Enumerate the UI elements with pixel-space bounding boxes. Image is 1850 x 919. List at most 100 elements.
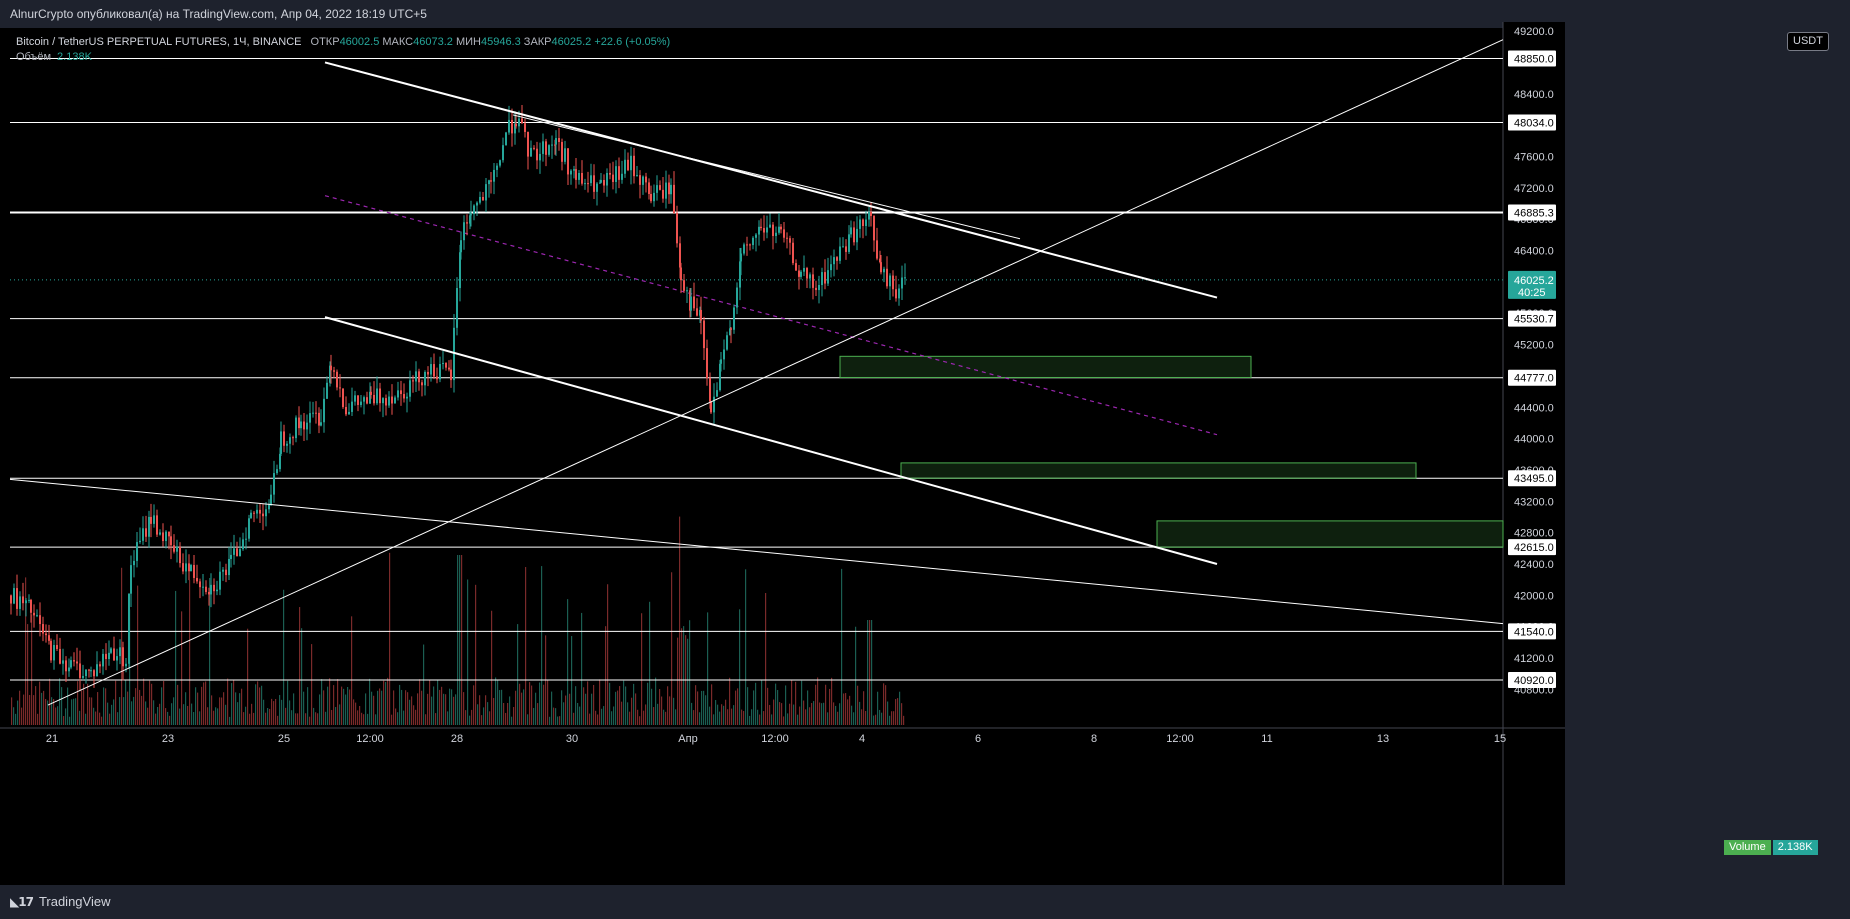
candle-body xyxy=(505,132,507,146)
volume-bar xyxy=(521,692,523,725)
volume-bar xyxy=(607,584,609,725)
volume-bar xyxy=(241,688,243,725)
candle-body xyxy=(10,595,12,604)
tradingview-logo[interactable]: ◣17 TradingView xyxy=(10,894,110,909)
currency-badge[interactable]: USDT xyxy=(1787,32,1829,51)
volume-bar xyxy=(509,696,511,725)
volume-bar xyxy=(793,704,795,725)
volume-bar xyxy=(357,710,359,725)
volume-bar xyxy=(197,692,199,725)
candle-body xyxy=(739,261,741,288)
candle-body xyxy=(113,648,115,661)
candle-body xyxy=(366,397,368,404)
volume-bar xyxy=(441,686,443,725)
candle-body xyxy=(679,243,681,268)
volume-bar xyxy=(309,716,311,725)
close-value: 46025.2 xyxy=(551,36,592,48)
top-bar: AlnurCrypto опубликовал(а) на TradingVie… xyxy=(0,0,1850,28)
volume-bar xyxy=(415,709,417,725)
candle-body xyxy=(315,412,317,414)
candle-body xyxy=(803,268,805,272)
candle-body xyxy=(342,388,344,408)
candle-body xyxy=(379,388,381,404)
y-tick-label: 44000.0 xyxy=(1514,434,1554,446)
volume-bar xyxy=(37,713,39,725)
volume-bar xyxy=(327,686,329,725)
volume-bar xyxy=(625,686,627,725)
volume-bar xyxy=(65,708,67,725)
candle-body xyxy=(318,412,320,426)
volume-bar xyxy=(213,710,215,725)
volume-bar xyxy=(609,682,611,725)
candle-body xyxy=(351,401,353,412)
volume-bar xyxy=(235,692,237,725)
candle-body xyxy=(259,509,261,514)
volume-bar xyxy=(437,679,439,725)
volume-bar xyxy=(865,711,867,725)
candle-body xyxy=(469,215,471,224)
candle-body xyxy=(856,228,858,243)
candle-body xyxy=(326,382,328,399)
volume-bar xyxy=(429,680,431,725)
candle-body xyxy=(716,390,718,397)
candle-body xyxy=(524,123,526,132)
volume-bar xyxy=(707,612,709,725)
volume-bar xyxy=(671,572,673,725)
candle-body xyxy=(460,240,462,253)
volume-bar xyxy=(343,688,345,725)
candle-body xyxy=(28,599,30,601)
volume-bar xyxy=(85,713,87,725)
y-tick-label: 45200.0 xyxy=(1514,340,1554,352)
y-tick-label: 42400.0 xyxy=(1514,559,1554,571)
candle-body xyxy=(445,362,447,368)
volume-bar xyxy=(249,713,251,725)
volume-bar xyxy=(715,700,717,725)
candle-body xyxy=(740,253,742,262)
volume-bar xyxy=(89,697,91,725)
candle-body xyxy=(792,242,794,264)
volume-bar xyxy=(823,702,825,725)
candle-body xyxy=(783,229,785,238)
candle-body xyxy=(558,138,560,142)
volume-bar xyxy=(577,702,579,725)
candle-body xyxy=(130,565,132,594)
volume-bar xyxy=(735,690,737,725)
candle-body xyxy=(780,226,782,230)
candle-body xyxy=(403,394,405,399)
volume-bar xyxy=(653,707,655,725)
footer-bar: ◣17 TradingView xyxy=(0,885,1850,919)
x-tick-label: 30 xyxy=(566,733,578,745)
level-badge xyxy=(1508,539,1556,556)
volume-bar xyxy=(845,693,847,725)
candle-body xyxy=(242,539,244,550)
volume-bar xyxy=(869,620,871,725)
candle-body xyxy=(298,417,300,429)
x-tick-label: 21 xyxy=(46,733,58,745)
candle-body xyxy=(789,238,791,243)
volume-bar xyxy=(313,707,315,725)
candle-body xyxy=(473,205,475,215)
volume-bar xyxy=(317,713,319,725)
volume-bar xyxy=(299,607,301,725)
candle-body xyxy=(330,365,332,371)
volume-bar xyxy=(781,703,783,725)
candle-body xyxy=(733,307,735,330)
candle-body xyxy=(133,560,135,566)
candle-body xyxy=(603,180,605,186)
volume-bar xyxy=(159,703,161,725)
candle-body xyxy=(686,290,688,292)
volume-bar xyxy=(887,701,889,725)
candle-body xyxy=(248,518,250,539)
volume-bar xyxy=(483,707,485,725)
candle-body xyxy=(639,175,641,185)
volume-bar xyxy=(433,686,435,725)
candle-body xyxy=(36,615,38,617)
level-badge-label: 43495.0 xyxy=(1514,473,1554,485)
candle-body xyxy=(336,371,338,388)
candle-body xyxy=(490,180,492,182)
volume-bar xyxy=(231,683,233,725)
candle-body xyxy=(746,244,748,246)
volume-bar xyxy=(253,712,255,725)
volume-bar xyxy=(497,680,499,725)
